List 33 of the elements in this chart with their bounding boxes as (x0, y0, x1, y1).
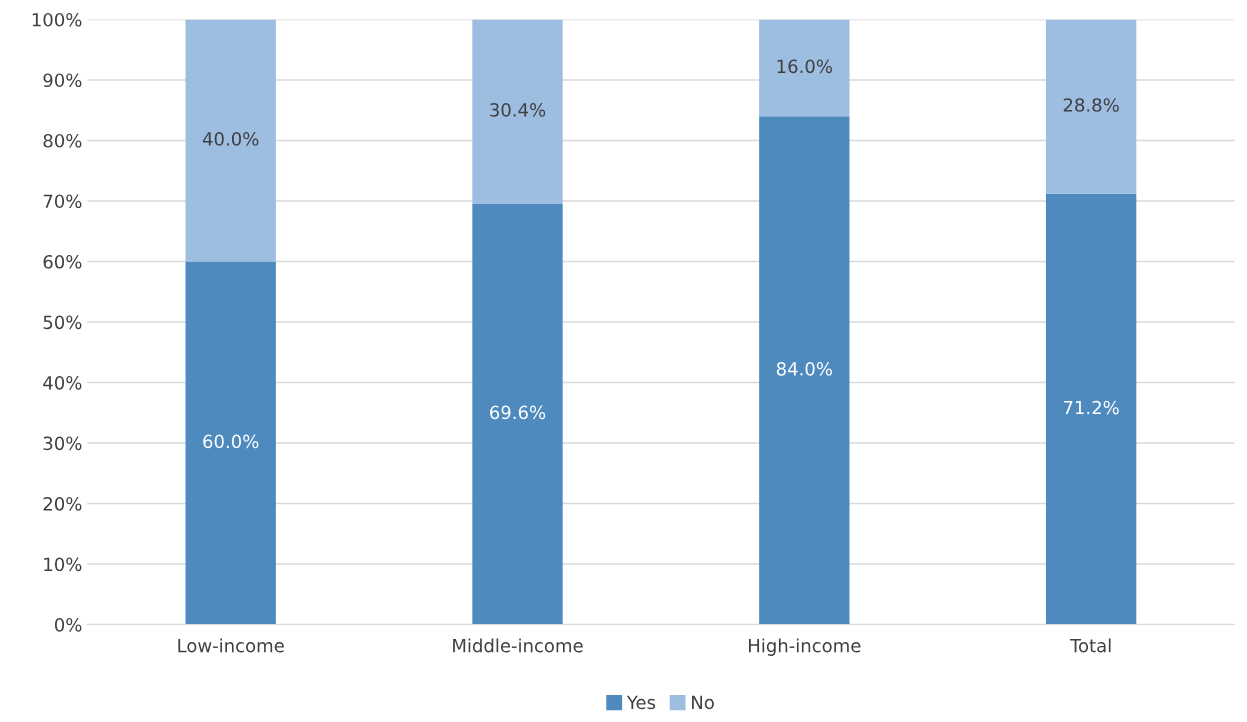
bar (759, 19, 850, 117)
bar (185, 19, 276, 262)
y-tick-label: 50% (43, 315, 82, 330)
y-tick-label: 40% (43, 375, 82, 390)
data-label: 71.2% (1063, 400, 1119, 415)
y-tick-label: 90% (43, 73, 82, 88)
legend-label: No (692, 695, 714, 710)
y-tick-label: 30% (43, 436, 82, 451)
data-label: 84.0% (776, 362, 832, 376)
y-tick-label: 100% (32, 12, 82, 27)
x-tick-label: Middle-income (453, 638, 583, 653)
y-tick-label: 0% (54, 617, 82, 632)
x-tick-label: Total (1069, 638, 1111, 653)
y-tick-label: 70% (43, 194, 82, 209)
y-tick-label: 20% (43, 496, 82, 511)
bar (759, 116, 850, 625)
legend-label: Yes (626, 695, 656, 710)
data-label: 69.6% (490, 405, 546, 420)
x-tick-label: High-income (749, 638, 861, 656)
bar (185, 261, 276, 625)
data-label: 30.4% (490, 103, 546, 117)
x-tick-label: Low-income (178, 638, 284, 653)
bar (1045, 19, 1137, 194)
y-tick-label: 60% (43, 254, 82, 269)
y-tick-label: 10% (44, 557, 82, 572)
data-label: 40.0% (202, 132, 259, 146)
bar (472, 203, 563, 625)
data-label: 28.8% (1063, 98, 1119, 112)
bar (1045, 193, 1137, 625)
y-tick-label: 80% (43, 133, 82, 148)
bar (472, 19, 563, 204)
data-label: 16.0% (777, 59, 832, 74)
data-label: 60.0% (203, 434, 259, 449)
